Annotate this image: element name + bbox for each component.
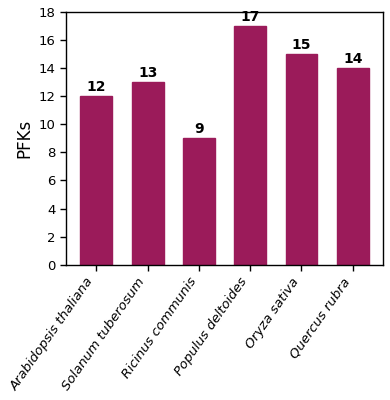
Text: 15: 15 xyxy=(292,38,311,52)
Bar xyxy=(132,82,163,265)
Text: 14: 14 xyxy=(343,52,362,66)
Bar xyxy=(80,96,112,265)
Y-axis label: PFKs: PFKs xyxy=(15,119,33,158)
Bar xyxy=(337,68,369,265)
Text: 12: 12 xyxy=(87,80,106,94)
Text: 13: 13 xyxy=(138,66,157,80)
Bar xyxy=(234,26,266,265)
Text: 17: 17 xyxy=(241,10,260,24)
Bar xyxy=(183,138,215,265)
Text: 9: 9 xyxy=(194,122,204,136)
Bar xyxy=(285,54,317,265)
